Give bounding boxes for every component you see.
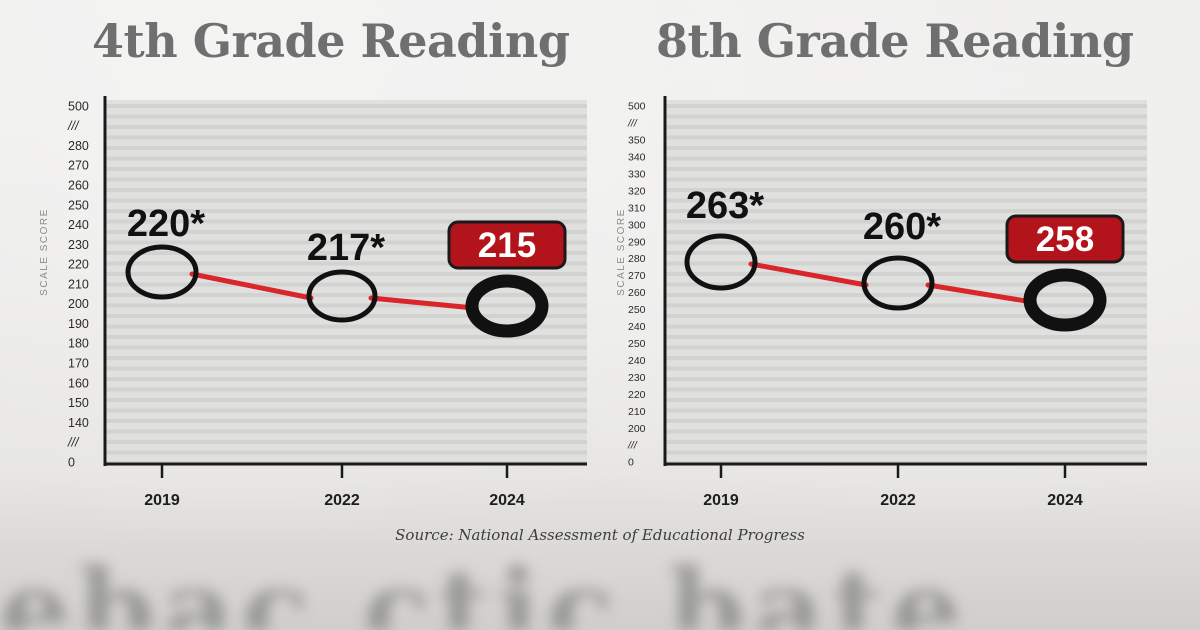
x-tick-label: 2019 <box>144 492 180 509</box>
y-tick-label: 140 <box>68 416 89 430</box>
chart-8th-grade-reading: 500 /// 350 340 330 320 310 300 290 280 270 260 250 2… <box>616 96 1147 509</box>
y-tick-label: 230 <box>68 238 89 252</box>
y-tick-label: 200 <box>68 297 89 311</box>
y-tick-label: 220 <box>628 389 646 401</box>
y-tick-label: 190 <box>68 317 89 331</box>
series-line-segment <box>368 295 477 311</box>
x-tick-label: 2024 <box>1047 492 1083 509</box>
y-tick-label: 160 <box>68 376 89 390</box>
data-label-highlight-box <box>447 220 567 270</box>
y-tick-label: 330 <box>628 168 646 180</box>
x-tick-label: 2022 <box>324 492 360 509</box>
y-tick-label: 230 <box>628 372 646 384</box>
data-point <box>861 255 935 311</box>
y-tick-label: 260 <box>68 178 89 192</box>
chart-title-8th-grade: 8th Grade Reading <box>656 14 1134 68</box>
data-label: 263* <box>686 185 764 227</box>
y-tick-label: 0 <box>628 457 634 469</box>
series-line-segment <box>748 261 869 288</box>
y-tick-label: 280 <box>68 139 89 153</box>
y-tick-label: 180 <box>68 337 89 351</box>
data-point <box>125 244 199 300</box>
y-tick-label: 240 <box>628 355 646 367</box>
data-label: 220* <box>127 203 205 245</box>
y-tick-label: 290 <box>628 236 646 248</box>
y-axis-title: SCALE SCORE <box>616 208 627 296</box>
data-point <box>465 274 549 338</box>
data-label-highlight-box <box>1005 214 1125 264</box>
y-tick-label: 220 <box>68 258 89 272</box>
y-tick-label: 280 <box>628 253 646 265</box>
y-tick-label: 170 <box>68 356 89 370</box>
y-tick-label: 0 <box>68 455 75 469</box>
chart-4th-grade-reading: 500 /// 280 270 260 250 240 230 220 210 200 190 180 1… <box>39 96 587 509</box>
y-tick-label: 350 <box>628 135 646 147</box>
y-tick-label: 260 <box>628 287 646 299</box>
y-tick-label: /// <box>627 118 638 130</box>
source-note: Source: National Assessment of Education… <box>395 526 805 544</box>
y-tick-label: 150 <box>68 396 89 410</box>
y-tick-label: 300 <box>628 219 646 231</box>
y-tick-label: 340 <box>628 152 646 164</box>
data-point <box>306 269 378 323</box>
series-line-segment <box>189 271 314 301</box>
y-tick-label: 210 <box>628 406 646 418</box>
y-tick-label: 500 <box>68 99 89 113</box>
y-tick-label: 240 <box>68 218 89 232</box>
y-tick-label: 240 <box>628 321 646 333</box>
y-tick-label: 320 <box>628 185 646 197</box>
blurred-background-text: ebac ctic bate <box>0 545 970 630</box>
series-line-segment <box>925 282 1035 305</box>
data-point <box>1023 268 1107 332</box>
y-tick-label: 270 <box>68 159 89 173</box>
x-tick-label: 2019 <box>703 492 739 509</box>
y-tick-label: 270 <box>628 270 646 282</box>
y-tick-label: 200 <box>628 423 646 435</box>
data-point <box>684 233 758 291</box>
y-tick-label: 500 <box>628 101 646 113</box>
chart-title-4th-grade: 4th Grade Reading <box>92 14 570 68</box>
x-tick-label: 2022 <box>880 492 916 509</box>
y-tick-label: /// <box>67 119 80 133</box>
data-label: 215 <box>478 226 536 265</box>
y-tick-label: 250 <box>628 338 646 350</box>
y-axis-title: SCALE SCORE <box>39 208 50 296</box>
y-tick-label: 310 <box>628 202 646 214</box>
data-label: 258 <box>1036 220 1094 259</box>
x-tick-label: 2024 <box>489 492 525 509</box>
y-tick-label: /// <box>67 436 80 450</box>
data-label: 260* <box>863 206 941 248</box>
y-tick-label: 210 <box>68 277 89 291</box>
y-tick-label: /// <box>627 440 638 452</box>
data-label: 217* <box>307 227 385 269</box>
y-tick-label: 250 <box>628 304 646 316</box>
y-tick-label: 250 <box>68 198 89 212</box>
